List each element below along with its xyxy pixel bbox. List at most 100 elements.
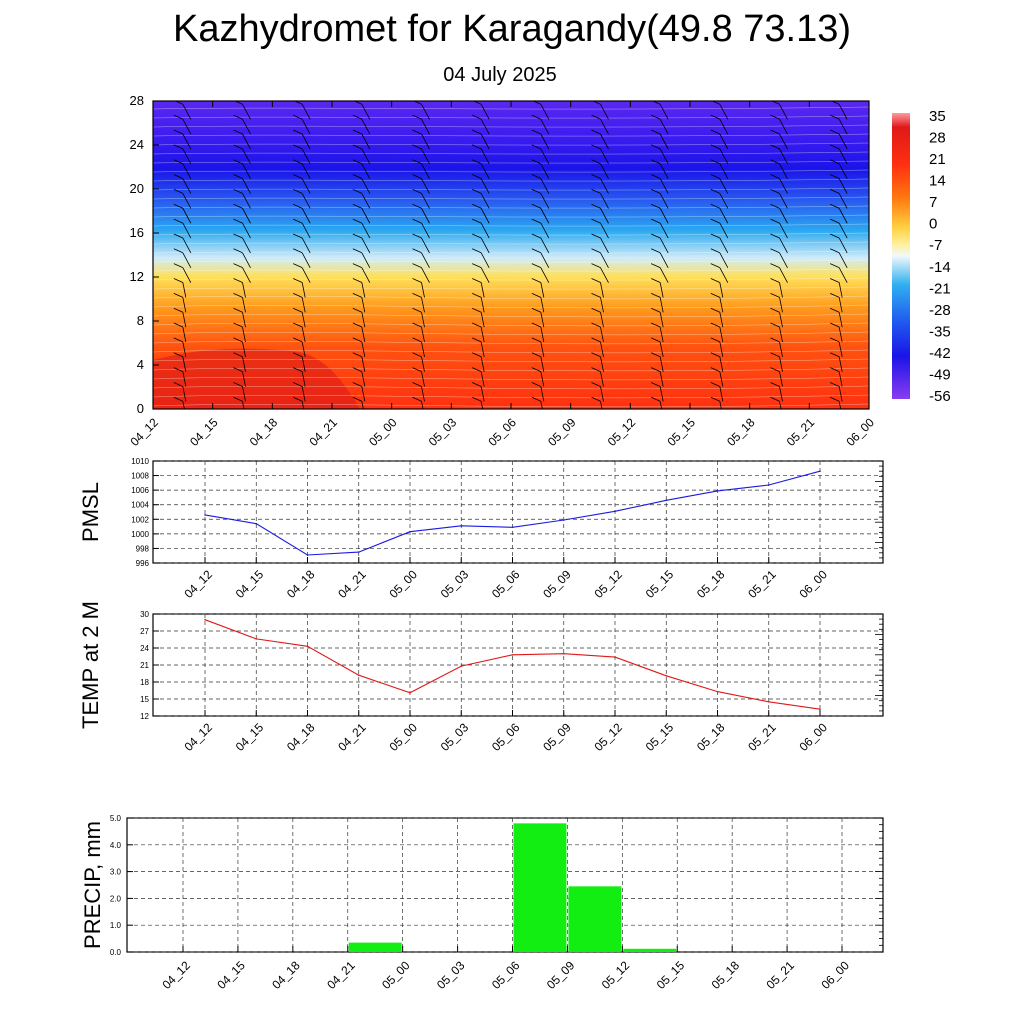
data-point [614,510,616,513]
wind-barb-flag [352,307,362,313]
wind-barb-flag [353,101,362,105]
wind-barb-flag [770,382,780,387]
y-tick-label: 5.0 [110,814,122,823]
wind-barb-flag [233,337,243,343]
contour-line [153,178,869,182]
y-tick-label: 0 [137,401,144,416]
wind-barb-flag [472,101,482,105]
wind-barb [719,208,729,224]
wind-barb-flag [293,101,303,105]
wind-barb-flag [710,263,720,269]
wind-barb [719,341,724,357]
wind-barb [838,356,843,372]
data-point [306,554,309,556]
y-tick-label: 12 [140,712,149,721]
wind-barb-flag [591,233,601,239]
x-tick-label: 04_21 [335,720,369,754]
wind-barb [421,208,430,224]
contour-line [153,322,869,327]
wind-barb-flag [830,292,840,298]
data-point [562,519,565,521]
wind-barb-flag [531,382,541,387]
wind-barb-flag [233,278,243,283]
colorbar-label: 28 [929,130,946,147]
wind-barb [301,386,306,402]
wind-barb [301,104,311,120]
wind-barb [301,148,311,165]
wind-barb [838,267,848,283]
wind-barb [421,267,430,283]
x-tick-label: 05_09 [540,567,574,601]
wind-barb [540,326,545,343]
precip-bar [568,886,622,952]
wind-barb [540,252,550,268]
wind-barb [719,371,724,387]
wind-barb-flag [830,307,840,313]
wind-barb [301,208,311,224]
colorbar-label: 21 [929,151,946,168]
wind-barb-flag [173,352,183,358]
x-tick-label: 05_15 [643,567,677,601]
wind-barb-flag [830,114,840,120]
wind-barb-flag [233,263,243,269]
wind-barb [838,133,848,150]
wind-barb [361,386,366,402]
wind-barb-flag [830,263,840,269]
wind-barb-flag [173,248,183,254]
colorbar-label: -7 [929,237,942,254]
wind-barb [779,282,783,298]
wind-barb-flag [532,101,541,105]
wind-barb [659,104,669,120]
wind-barb [779,178,788,194]
wind-barb-flag [472,248,482,254]
wind-barb-flag [651,114,661,120]
wind-barb [779,222,788,239]
contour-line [153,232,869,236]
wind-barb-flag [591,367,601,372]
wind-barb-flag [710,248,720,254]
wind-barb [182,371,187,387]
wind-barb [361,118,371,135]
wind-barb-flag [710,233,720,239]
wind-barb [361,267,371,283]
wind-barb [540,104,550,120]
wind-barb [600,297,604,313]
x-tick-label: 05_00 [366,415,400,449]
wind-barb [421,133,430,150]
wind-barb-flag [412,248,422,254]
wind-barb [659,312,664,328]
wind-barb [182,312,187,328]
wind-barb-flag [531,218,541,224]
wind-barb-flag [352,233,362,239]
x-tick-label: 05_03 [438,567,472,601]
wind-barb-flag [770,233,780,239]
wind-barb-flag [412,159,422,165]
wind-barb [779,163,788,179]
x-tick-label: 04_21 [335,567,369,601]
wind-barb [779,312,783,328]
x-tick-label: 05_00 [386,567,420,601]
wind-barb [242,163,251,179]
wind-barb [838,163,848,179]
data-point [460,665,463,667]
wind-barb-flag [830,129,840,135]
wind-barb [540,386,545,402]
precip-bar [348,942,402,952]
y-tick-label: 12 [130,269,144,284]
wind-barb [480,222,490,239]
x-tick-label: 05_12 [605,415,639,449]
wind-barb-flag [710,129,720,135]
wind-barb-flag [651,248,661,254]
wind-barb-flag [710,322,720,328]
data-point [511,654,514,656]
wind-barb [838,282,843,298]
wind-barb [421,312,425,328]
y-tick-label: 996 [136,559,150,568]
wind-barb [779,193,788,209]
x-tick-label: 05_03 [438,720,472,754]
x-tick-label: 04_18 [284,720,318,754]
wind-barb [182,326,187,343]
wind-barb-flag [651,189,661,194]
wind-barb-flag [710,159,720,165]
